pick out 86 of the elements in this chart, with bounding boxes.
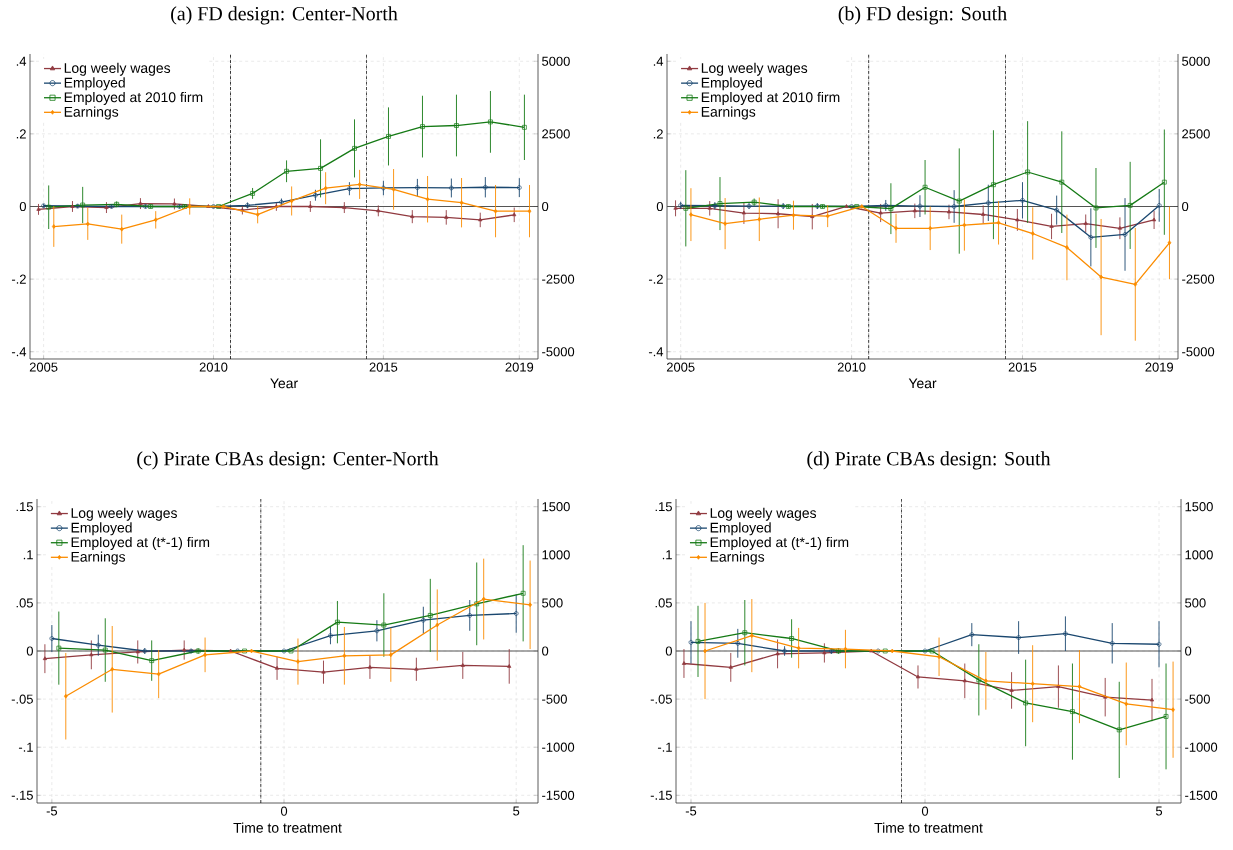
y-tick-label: .1	[662, 550, 672, 560]
y-tick-label: -.4	[648, 347, 664, 357]
y2-tick-label: 500	[1185, 598, 1206, 608]
y2-tick-label: 1500	[542, 502, 570, 512]
legend-label: Earnings	[64, 106, 119, 120]
y-tick-label: -.1	[657, 742, 672, 752]
legend-label: Employed	[64, 77, 125, 91]
y2-tick-label: 0	[542, 201, 549, 212]
x-tick-label: 0	[921, 806, 929, 816]
y-tick-label: -.1	[18, 742, 33, 752]
y-tick-label: .05	[655, 598, 672, 608]
y2-tick-label: 0	[1182, 201, 1189, 212]
y-tick-label: .1	[23, 550, 33, 560]
x-axis-title: Time to treatment	[874, 822, 983, 833]
legend-label: Log weely wages	[710, 507, 817, 521]
y-tick-label: .4	[653, 56, 664, 66]
y2-tick-label: -1500	[1185, 790, 1218, 800]
legend-label: Log weely wages	[701, 62, 808, 76]
y2-tick-label: 1500	[1185, 502, 1213, 512]
x-tick-label: 2005	[666, 362, 695, 372]
chart-title: (d) Pirate CBAs design: South	[807, 451, 1051, 470]
chart-title: (c) Pirate CBAs design: Center-North	[137, 451, 439, 470]
y-tick-label: .15	[16, 502, 33, 512]
y2-tick-label: -1000	[1185, 742, 1218, 752]
legend-label: Employed at (t*-1) firm	[71, 536, 210, 550]
x-tick-label: 2015	[369, 362, 398, 372]
y2-tick-label: -1500	[542, 790, 575, 800]
legend-label: Employed at 2010 firm	[701, 91, 840, 105]
y-tick-label: .05	[16, 598, 33, 608]
y2-tick-label: -5000	[1182, 347, 1215, 357]
x-tick-label: 2010	[837, 362, 866, 372]
y2-tick-label: 5000	[1182, 56, 1210, 66]
x-tick-label: 5	[513, 806, 520, 816]
legend-label: Employed	[710, 522, 771, 536]
y-tick-label: 0	[665, 646, 672, 656]
x-tick-label: -5	[685, 806, 697, 816]
legend-label: Earnings	[71, 551, 126, 565]
y-tick-label: -.05	[650, 694, 672, 704]
y2-tick-label: -2500	[1182, 274, 1215, 284]
y-tick-label: -.15	[650, 790, 672, 800]
legend-label: Log weely wages	[71, 507, 177, 521]
y-tick-label: -.4	[11, 347, 27, 357]
legend-label: Employed at (t*-1) firm	[710, 536, 849, 550]
x-tick-label: -5	[46, 806, 58, 816]
y-tick-label: 0	[656, 201, 663, 212]
y-tick-label: -.2	[648, 274, 663, 284]
chart-title: (a) FD design: Center-North	[171, 6, 398, 25]
legend-label: Earnings	[701, 106, 756, 120]
y2-tick-label: -500	[1185, 694, 1210, 704]
x-axis-title: Year	[908, 378, 937, 389]
y2-tick-label: 500	[542, 598, 563, 608]
legend-label: Earnings	[710, 551, 765, 565]
x-tick-label: 2005	[29, 362, 58, 372]
y-tick-label: .2	[16, 129, 26, 139]
x-tick-label: 2019	[505, 362, 534, 372]
y2-tick-label: 0	[542, 646, 549, 656]
x-tick-label: 2019	[1145, 362, 1173, 372]
y-tick-label: 0	[26, 646, 33, 656]
x-tick-label: 5	[1155, 806, 1163, 816]
y2-tick-label: 5000	[542, 56, 570, 66]
y2-tick-label: 2500	[542, 129, 570, 139]
x-tick-label: 2010	[199, 362, 228, 372]
y-tick-label: .15	[655, 502, 672, 512]
y-tick-label: 0	[19, 201, 26, 212]
y2-tick-label: 0	[1185, 646, 1192, 656]
y2-tick-label: -5000	[542, 347, 575, 357]
y-tick-label: -.2	[11, 274, 26, 284]
y-tick-label: .2	[653, 129, 663, 139]
chart-title: (b) FD design: South	[838, 6, 1007, 25]
y2-tick-label: -500	[542, 694, 567, 704]
legend-label: Log weely wages	[64, 62, 171, 76]
legend-label: Employed at 2010 firm	[64, 91, 203, 105]
x-axis-title: Time to treatment	[233, 822, 342, 833]
y2-tick-label: 1000	[1185, 550, 1213, 560]
legend-label: Employed	[701, 77, 762, 91]
y2-tick-label: 2500	[1182, 129, 1210, 139]
x-tick-label: 0	[280, 806, 288, 816]
y-tick-label: -.15	[11, 790, 33, 800]
y2-tick-label: 1000	[542, 550, 570, 560]
y-tick-label: .4	[16, 56, 27, 66]
x-tick-label: 2015	[1008, 362, 1037, 372]
x-axis-title: Year	[270, 378, 298, 389]
y2-tick-label: -2500	[542, 274, 575, 284]
legend-label: Employed	[71, 522, 132, 536]
y-tick-label: -.05	[11, 694, 33, 704]
y2-tick-label: -1000	[542, 742, 575, 752]
